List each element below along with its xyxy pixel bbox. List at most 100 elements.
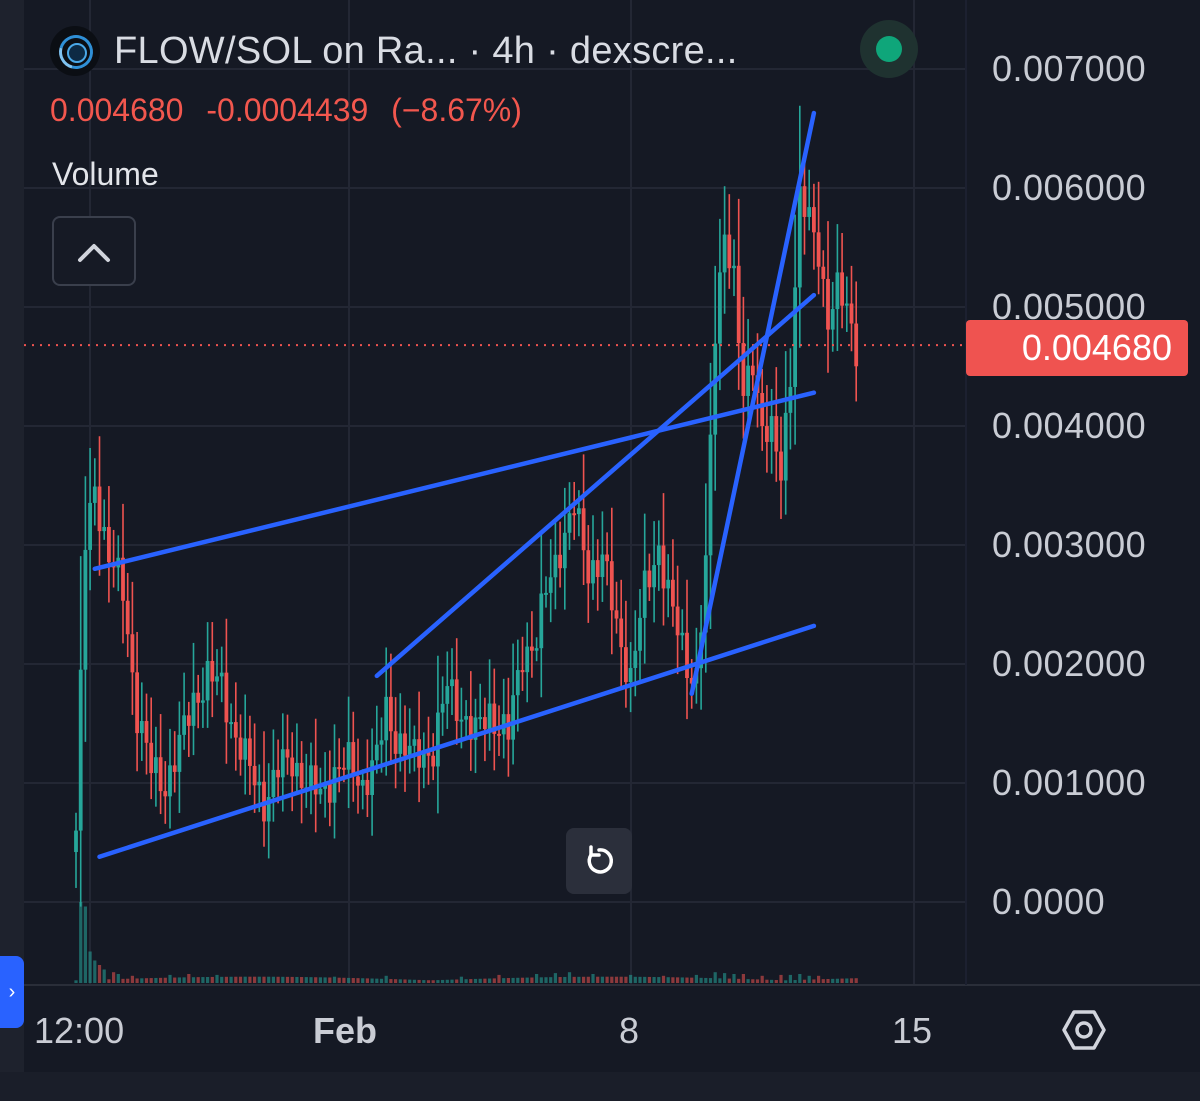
- price-tick-label: 0.007000: [992, 48, 1147, 89]
- volume-bar: [450, 979, 454, 983]
- candle-body: [191, 692, 196, 726]
- volume-bar: [337, 977, 341, 983]
- volume-bar: [126, 978, 130, 983]
- volume-bar: [572, 976, 576, 983]
- candle-body: [774, 416, 779, 452]
- volume-bar: [506, 978, 510, 983]
- candle-body: [257, 781, 262, 786]
- candle-body: [78, 669, 83, 831]
- candle-body: [158, 757, 163, 792]
- volume-bar: [97, 965, 102, 983]
- last-price-tag: 0.004680: [966, 320, 1188, 376]
- candle-body: [736, 265, 741, 344]
- settings-button[interactable]: [1058, 1004, 1110, 1056]
- candle-body: [389, 696, 393, 732]
- price-change: -0.0004439: [206, 92, 369, 128]
- candle-body: [826, 278, 830, 330]
- volume-bar: [511, 977, 515, 983]
- volume-bar: [238, 976, 243, 983]
- volume-bar: [741, 974, 745, 983]
- volume-bar: [135, 978, 139, 983]
- candle-body: [802, 186, 807, 217]
- candle-body: [271, 769, 276, 798]
- volume-bar: [600, 976, 604, 983]
- volume-bar: [812, 979, 816, 983]
- volume-bar: [582, 976, 586, 983]
- candle-body: [746, 365, 750, 396]
- pair-title[interactable]: FLOW/SOL on Ra... · 4h · dexscre...: [114, 30, 738, 73]
- time-tick-label: 15: [892, 1010, 933, 1051]
- candle-body: [177, 734, 182, 772]
- candle-body: [450, 679, 454, 687]
- candle-body: [666, 579, 671, 589]
- left-strip: [0, 0, 24, 1101]
- time-tick-label: Feb: [313, 1010, 378, 1051]
- candle-body: [290, 757, 295, 777]
- chevron-up-icon: [78, 244, 110, 262]
- volume-bar: [629, 974, 633, 983]
- volume-bar: [657, 977, 661, 983]
- trendline-upper-channel: [92, 390, 817, 572]
- volume-bar: [770, 979, 774, 983]
- volume-bar: [328, 977, 332, 983]
- reset-chart-button[interactable]: [566, 828, 632, 894]
- candle-body: [793, 287, 797, 387]
- candle-body: [431, 755, 436, 767]
- volume-bar: [746, 979, 750, 983]
- candle-body: [708, 434, 713, 556]
- candle-body: [238, 737, 243, 760]
- candle-body: [595, 560, 600, 578]
- candle-body: [356, 776, 360, 786]
- volume-bars: [74, 902, 858, 983]
- price-change-pct: (−8.67%): [391, 92, 522, 128]
- candle-body: [266, 797, 271, 822]
- volume-bar: [638, 976, 642, 983]
- volume-bar: [243, 976, 247, 983]
- volume-bar: [417, 979, 421, 983]
- volume-bar: [553, 973, 557, 983]
- collapse-button[interactable]: [52, 216, 136, 286]
- volume-bar: [398, 979, 402, 983]
- volume-bar: [412, 979, 416, 983]
- candle-body: [445, 686, 450, 704]
- volume-bar: [732, 974, 736, 983]
- volume-bar: [802, 979, 807, 983]
- price-summary: 0.004680 -0.0004439 (−8.67%): [50, 92, 536, 129]
- last-price: 0.004680: [50, 92, 184, 128]
- trendline-steep-breakout: [689, 110, 817, 696]
- candle-body: [421, 751, 426, 768]
- volume-bar: [807, 975, 811, 983]
- volume-bar: [577, 976, 581, 983]
- volume-bar: [356, 978, 360, 983]
- volume-bar: [633, 976, 637, 983]
- volume-bar: [257, 976, 261, 983]
- volume-bar: [614, 976, 619, 983]
- candle-body: [591, 560, 595, 584]
- volume-bar: [112, 972, 116, 983]
- candle-body: [412, 739, 417, 746]
- volume-bar: [365, 978, 369, 983]
- candle-body: [779, 451, 783, 481]
- volume-bar: [276, 976, 280, 983]
- volume-bar: [845, 978, 849, 983]
- candle-body: [224, 672, 229, 723]
- candle-body: [624, 647, 628, 683]
- volume-bar: [290, 976, 294, 983]
- volume-bar: [379, 978, 384, 983]
- volume-bar: [854, 978, 858, 983]
- side-panel-toggle[interactable]: ›: [0, 956, 24, 1028]
- volume-bar: [182, 977, 186, 983]
- candle-body: [468, 716, 473, 740]
- volume-bar: [826, 978, 830, 983]
- volume-bar: [121, 978, 125, 983]
- volume-bar: [713, 972, 717, 983]
- volume-bar: [196, 977, 200, 983]
- candle-body: [628, 667, 633, 683]
- candle-body: [633, 650, 638, 668]
- volume-bar: [671, 977, 675, 983]
- volume-bar: [516, 977, 520, 983]
- candle-body: [520, 670, 525, 673]
- volume-bar: [680, 977, 684, 983]
- volume-bar: [234, 976, 238, 983]
